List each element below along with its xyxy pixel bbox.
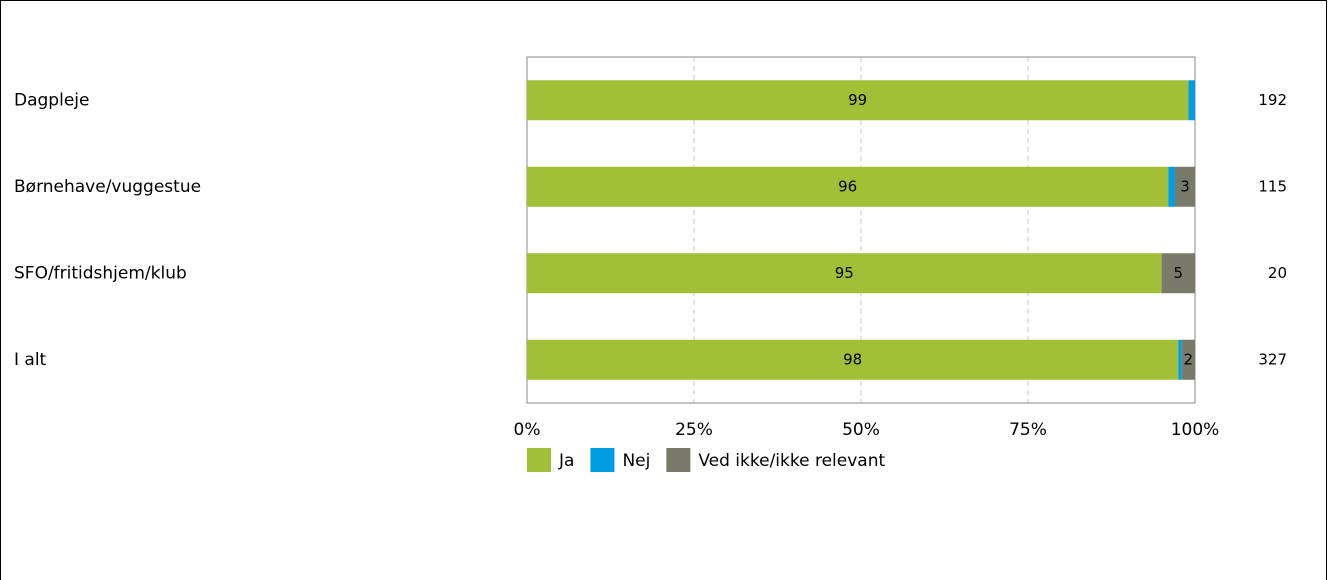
data-label: 96 bbox=[838, 177, 857, 195]
legend-label: Ved ikke/ikke relevant bbox=[698, 451, 885, 471]
bar-segment bbox=[527, 253, 1162, 294]
legend-swatch bbox=[666, 448, 691, 472]
x-tick-label: 100% bbox=[1171, 420, 1220, 440]
total-label: 20 bbox=[1268, 264, 1287, 282]
x-tick-label: 0% bbox=[514, 420, 541, 440]
category-label: SFO/fritidshjem/klub bbox=[14, 263, 187, 283]
x-tick-label: 75% bbox=[1009, 420, 1047, 440]
total-label: 115 bbox=[1258, 177, 1287, 195]
category-label: I alt bbox=[14, 350, 47, 370]
data-label: 99 bbox=[848, 91, 867, 109]
bar-segment bbox=[527, 166, 1169, 207]
total-label: 327 bbox=[1258, 350, 1287, 368]
category-label: Dagpleje bbox=[14, 90, 89, 110]
bar-segment bbox=[1188, 80, 1195, 121]
x-tick-label: 25% bbox=[675, 420, 713, 440]
category-label: Børnehave/vuggestue bbox=[14, 177, 201, 197]
bar-segment bbox=[1174, 166, 1195, 207]
bar-segment bbox=[1161, 253, 1195, 294]
bar-segment bbox=[527, 339, 1179, 380]
data-label: 5 bbox=[1174, 264, 1184, 282]
data-label: 3 bbox=[1180, 177, 1190, 195]
x-tick-label: 50% bbox=[842, 420, 880, 440]
data-label: 95 bbox=[835, 264, 854, 282]
bar-segment bbox=[1178, 339, 1182, 380]
legend-label: Nej bbox=[622, 451, 650, 471]
data-label: 98 bbox=[843, 350, 862, 368]
legend-label: Ja bbox=[558, 451, 574, 471]
legend-swatch bbox=[527, 448, 551, 472]
bar-segment bbox=[1181, 339, 1195, 380]
data-label: 2 bbox=[1184, 350, 1194, 368]
bar-segment bbox=[527, 80, 1189, 121]
legend-swatch bbox=[590, 448, 615, 472]
bar-segment bbox=[1168, 166, 1175, 207]
plot-border bbox=[526, 56, 1196, 404]
total-label: 192 bbox=[1258, 91, 1287, 109]
